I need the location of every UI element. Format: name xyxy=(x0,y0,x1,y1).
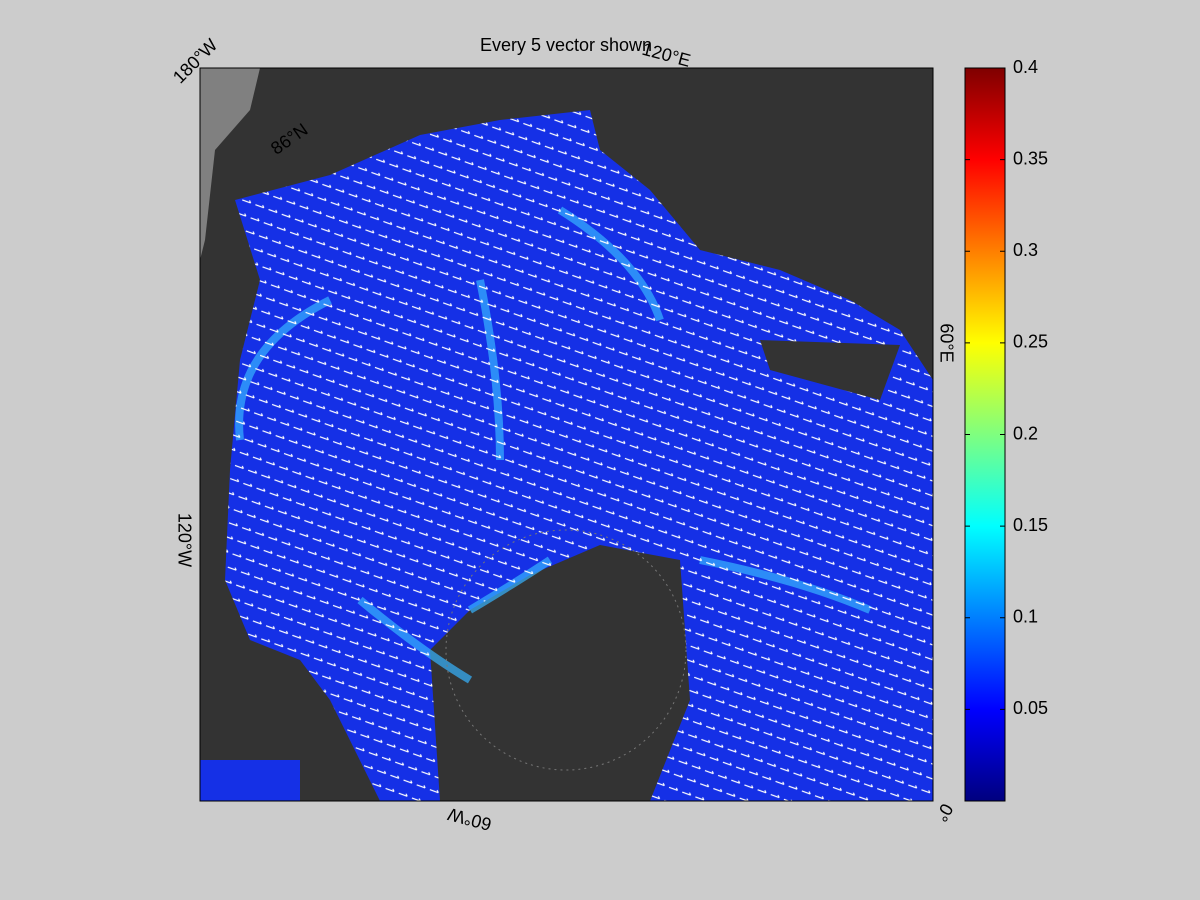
map-label: 120°E xyxy=(640,39,693,71)
tick-label: 0.1 xyxy=(1013,607,1038,627)
ocean xyxy=(200,760,300,801)
ocean-outside xyxy=(200,68,260,260)
map-label: 60°W xyxy=(446,804,494,835)
tick-label: 0.05 xyxy=(1013,698,1048,718)
tick-label: 0.25 xyxy=(1013,332,1048,352)
tick-label: 0.35 xyxy=(1013,148,1048,168)
vector-field xyxy=(225,110,933,801)
colorbar-scale xyxy=(964,67,1006,802)
tick-label: 0.15 xyxy=(1013,515,1048,535)
map-label: 60°E xyxy=(936,323,956,362)
map-label: 120°W xyxy=(174,513,194,567)
tick-label: 0.2 xyxy=(1013,423,1038,443)
title: Every 5 vector shown xyxy=(480,35,652,55)
island xyxy=(760,340,900,400)
map xyxy=(200,68,933,801)
tick-label: 0.4 xyxy=(1013,57,1038,77)
graticule xyxy=(445,529,687,771)
tick-label: 0.3 xyxy=(1013,240,1038,260)
map-frame xyxy=(199,67,934,802)
colorbar: 0.05 0.1 0.15 0.2 0.25 0.3 0.35 0.4 xyxy=(964,57,1048,802)
map-label: 0° xyxy=(931,800,957,825)
